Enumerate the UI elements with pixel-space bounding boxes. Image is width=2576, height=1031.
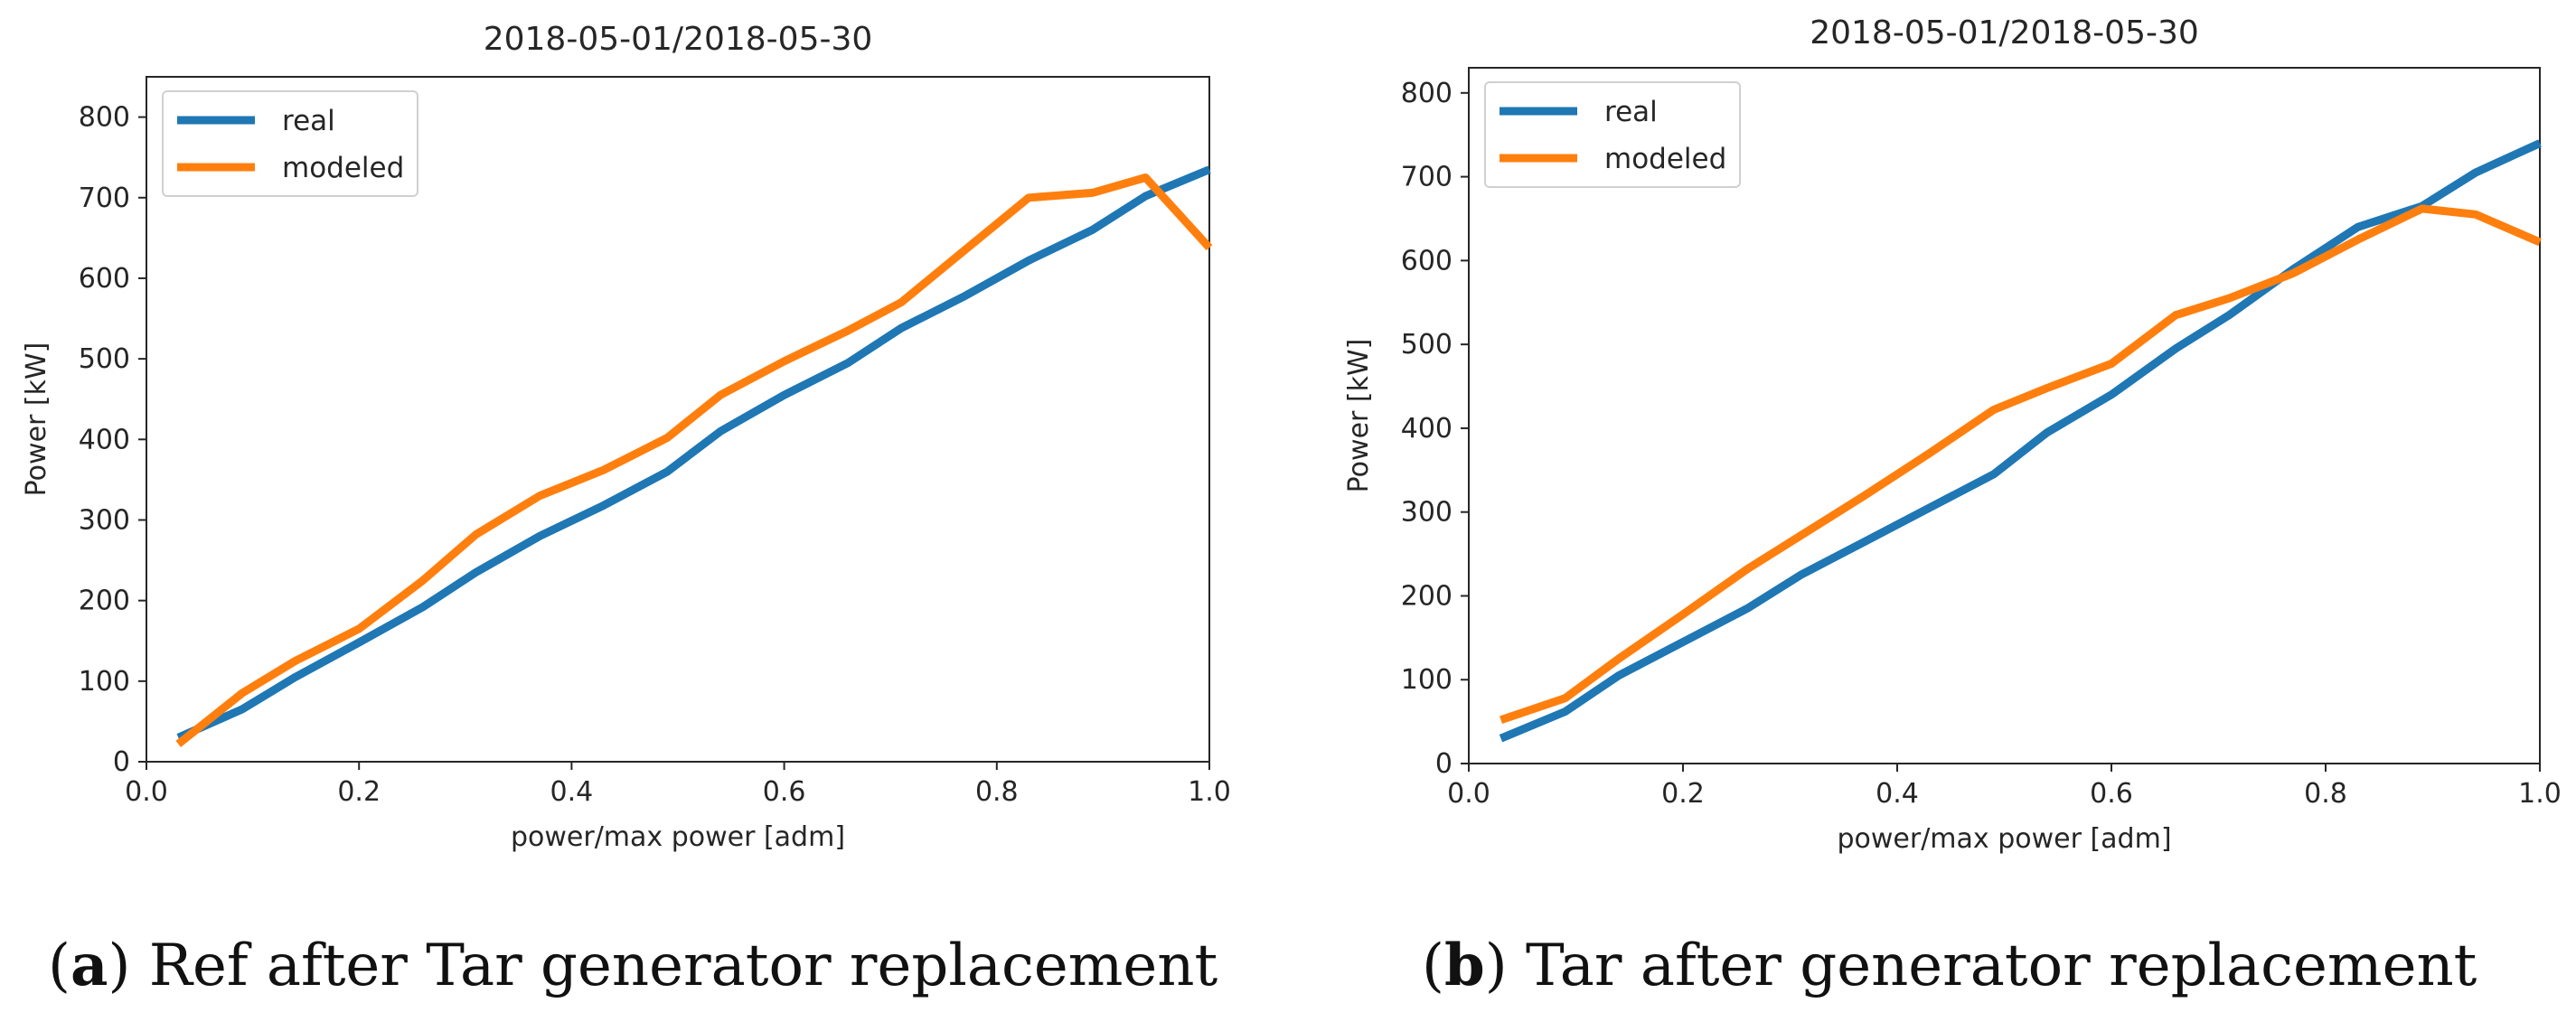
caption-paren-close: ) <box>1485 933 1508 999</box>
chart-title: 2018-05-01/2018-05-30 <box>1810 14 2199 52</box>
caption-text: Ref after Tar generator replacement <box>130 933 1217 999</box>
x-tick-label: 0.4 <box>1876 778 1919 810</box>
y-tick-label: 700 <box>79 183 130 214</box>
y-axis-label: Power [kW] <box>21 342 52 497</box>
caption-paren-open: ( <box>1422 933 1444 999</box>
y-tick-label: 500 <box>79 343 130 375</box>
x-tick-label: 1.0 <box>1188 776 1231 808</box>
y-tick-label: 600 <box>79 263 130 295</box>
x-tick-label: 0.2 <box>1661 778 1705 810</box>
x-tick-label: 0.6 <box>2090 778 2133 810</box>
y-tick-label: 200 <box>79 586 130 617</box>
x-tick-label: 0.0 <box>1447 778 1490 810</box>
figure-caption: (b) Tar after generator replacement <box>1422 932 2477 999</box>
series-line-real <box>176 165 1211 742</box>
figure-caption: (a) Ref after Tar generator replacement <box>48 932 1217 999</box>
y-tick-label: 400 <box>79 424 130 455</box>
y-tick-label: 800 <box>1401 78 1453 109</box>
legend-label-modeled: modeled <box>1604 143 1726 175</box>
legend: real modeled <box>1484 81 1741 188</box>
x-tick-label: 0.4 <box>550 776 594 808</box>
x-tick-label: 1.0 <box>2518 778 2562 810</box>
chart-panel-b: 2018-05-01/2018-05-30 0.0 0.2 0.4 0.6 0.8 1.0 0… <box>1343 14 2562 999</box>
series-line-real <box>1499 139 2542 743</box>
y-tick-label: 400 <box>1401 413 1453 445</box>
series-line-modeled <box>175 173 1213 747</box>
y-tick-label: 500 <box>1401 329 1453 361</box>
x-tick-label: 0.8 <box>2304 778 2347 810</box>
caption-paren-open: ( <box>48 933 71 999</box>
y-tick-label: 300 <box>79 504 130 536</box>
chart-title: 2018-05-01/2018-05-30 <box>484 21 873 58</box>
caption-label: a <box>71 932 108 999</box>
legend: real modeled <box>162 90 418 197</box>
y-tick-label: 0 <box>1435 748 1453 780</box>
y-tick-label: 200 <box>1401 580 1453 612</box>
x-axis-label: power/max power [adm] <box>511 821 845 853</box>
caption-paren-close: ) <box>108 933 130 999</box>
y-tick-label: 600 <box>1401 245 1453 276</box>
x-tick-label: 0.8 <box>975 776 1019 808</box>
y-axis-label: Power [kW] <box>1343 339 1375 493</box>
caption-text: Tar after generator replacement <box>1508 933 2477 999</box>
y-tick-label: 800 <box>79 102 130 134</box>
y-tick-label: 100 <box>1401 664 1453 696</box>
y-tick-label: 100 <box>79 666 130 698</box>
x-axis-label: power/max power [adm] <box>1837 823 2171 855</box>
x-tick-label: 0.6 <box>763 776 806 808</box>
series-line-modeled <box>1500 204 2542 725</box>
legend-label-modeled: modeled <box>282 152 404 184</box>
x-tick-label: 0.0 <box>125 776 168 808</box>
y-tick-label: 0 <box>113 746 130 778</box>
chart-panel-a: 2018-05-01/2018-05-30 0.0 0.2 0.4 0.6 0.8 1.0 0… <box>21 21 1231 999</box>
y-tick-label: 300 <box>1401 497 1453 529</box>
legend-label-real: real <box>282 105 335 137</box>
caption-label: b <box>1444 932 1485 999</box>
y-tick-label: 700 <box>1401 162 1453 193</box>
legend-label-real: real <box>1604 96 1658 128</box>
x-tick-label: 0.2 <box>337 776 381 808</box>
